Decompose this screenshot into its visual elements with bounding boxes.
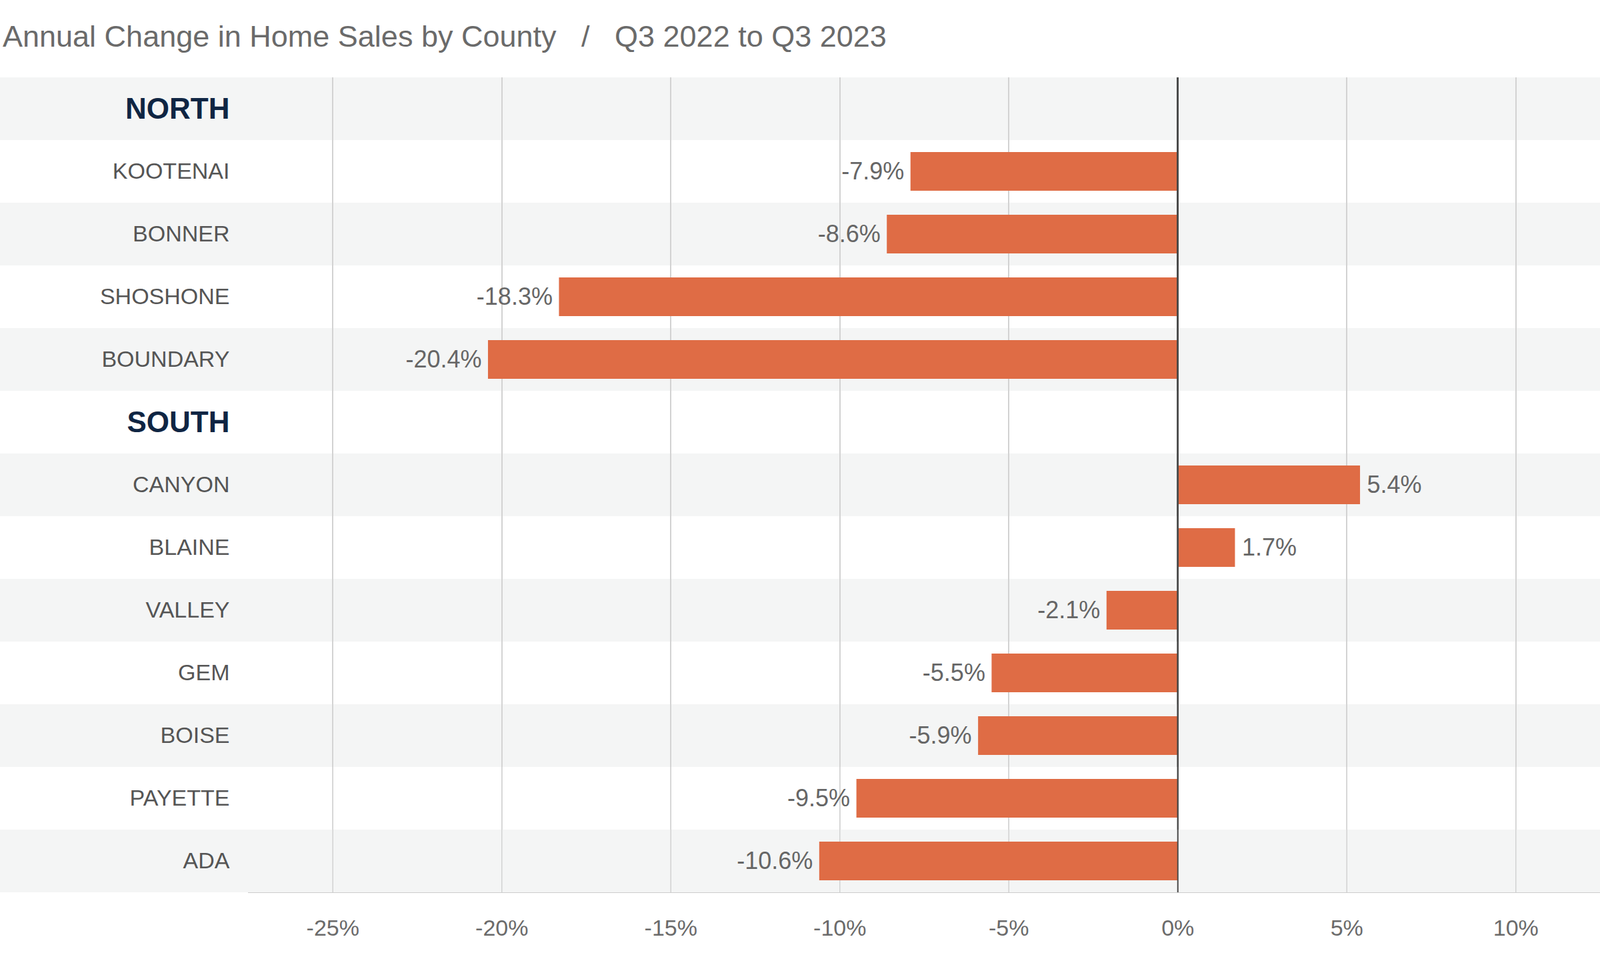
svg-text:1.7%: 1.7% [1242, 533, 1297, 561]
svg-text:-10.6%: -10.6% [736, 846, 813, 874]
svg-text:-10%: -10% [813, 914, 866, 940]
svg-text:-5.9%: -5.9% [909, 721, 972, 749]
svg-text:-20%: -20% [475, 914, 528, 940]
svg-text:GEM: GEM [178, 659, 230, 685]
svg-text:-9.5%: -9.5% [787, 784, 850, 812]
svg-text:VALLEY: VALLEY [145, 596, 230, 622]
svg-text:BOISE: BOISE [160, 722, 230, 748]
svg-text:CANYON: CANYON [132, 471, 230, 497]
svg-text:-15%: -15% [644, 914, 698, 940]
svg-text:-7.9%: -7.9% [841, 157, 904, 185]
svg-text:-18.3%: -18.3% [476, 282, 553, 310]
svg-text:0%: 0% [1161, 914, 1194, 940]
svg-text:-20.4%: -20.4% [405, 345, 482, 373]
html-text:Annual Change in Home Sales by: Annual Change in Home Sales by County / … [2, 19, 887, 54]
svg-text:PAYETTE: PAYETTE [130, 784, 230, 810]
svg-text:5%: 5% [1330, 914, 1364, 940]
svg-text:BONNER: BONNER [132, 220, 230, 246]
svg-text:-25%: -25% [306, 914, 360, 940]
svg-text:SHOSHONE: SHOSHONE [100, 283, 230, 309]
svg-text:5.4%: 5.4% [1367, 470, 1422, 498]
svg-text:BLAINE: BLAINE [149, 534, 230, 560]
svg-text:ADA: ADA [183, 847, 230, 873]
svg-text:NORTH: NORTH [125, 92, 230, 125]
svg-text:BOUNDARY: BOUNDARY [101, 346, 230, 372]
svg-text:SOUTH: SOUTH [127, 405, 230, 438]
svg-text:-5%: -5% [988, 914, 1029, 940]
svg-text:-5.5%: -5.5% [922, 658, 986, 686]
svg-text:-8.6%: -8.6% [818, 220, 881, 248]
svg-text:KOOTENAI: KOOTENAI [112, 158, 230, 184]
svg-text:10%: 10% [1493, 914, 1539, 940]
svg-text:-2.1%: -2.1% [1037, 596, 1100, 624]
